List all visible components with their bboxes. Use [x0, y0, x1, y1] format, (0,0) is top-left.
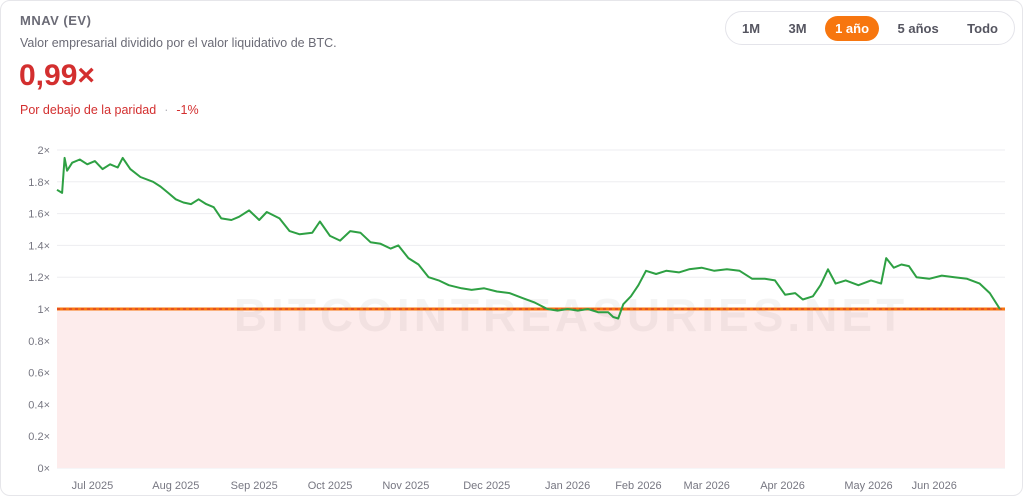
metric-subtitle: Valor empresarial dividido por el valor … [20, 36, 337, 50]
x-tick-label: Dec 2025 [463, 480, 510, 492]
parity-change: -1% [176, 103, 199, 117]
range-3m-button[interactable]: 3M [788, 20, 807, 36]
range-5y-button[interactable]: 5 años [897, 20, 939, 36]
y-axis: 0× 0.2× 0.4× 0.6× 0.8× 1× 1.2× 1.4× 1.6× 1.8× 2× [28, 145, 50, 475]
below-parity-zone [57, 309, 1005, 468]
x-tick-label: May 2026 [844, 480, 892, 492]
watermark: BITCOINTREASURIES.NET [234, 289, 908, 341]
y-tick-label: 1.4× [28, 240, 50, 252]
y-tick-label: 1.8× [28, 177, 50, 189]
y-tick-label: 0.2× [28, 431, 50, 443]
status-separator: · [164, 103, 169, 117]
y-tick-label: 0.4× [28, 399, 50, 411]
x-tick-label: Feb 2026 [615, 480, 661, 492]
parity-status: Por debajo de la paridad · -1% [20, 103, 199, 117]
parity-status-label: Por debajo de la paridad [20, 103, 157, 117]
y-tick-label: 0.6× [28, 368, 50, 380]
x-tick-label: Mar 2026 [683, 480, 729, 492]
x-tick-label: Aug 2025 [152, 480, 199, 492]
y-tick-label: 0.8× [28, 336, 50, 348]
x-tick-label: Sep 2025 [231, 480, 278, 492]
y-tick-label: 1.6× [28, 209, 50, 221]
x-tick-label: Jun 2026 [912, 480, 957, 492]
y-tick-label: 1.2× [28, 272, 50, 284]
range-1y-button[interactable]: 1 año [825, 15, 880, 41]
x-tick-label: Jan 2026 [545, 480, 590, 492]
y-tick-label: 1× [37, 304, 50, 316]
y-tick-label: 2× [37, 145, 50, 157]
metric-title: MNAV (EV) [20, 13, 92, 28]
mnav-line-chart: BITCOINTREASURIES.NET 0× 0.2× 0.4× 0.6× 0.8×… [28, 145, 1005, 492]
mnav-series-line [56, 156, 1001, 320]
current-value: 0,99× [19, 59, 95, 92]
x-tick-label: Nov 2025 [382, 480, 429, 492]
y-tick-label: 0× [37, 463, 50, 475]
x-tick-label: Apr 2026 [760, 480, 805, 492]
range-all-button[interactable]: Todo [967, 20, 998, 36]
x-tick-label: Jul 2025 [72, 480, 114, 492]
range-selector: 1M 3M 1 año 5 años Todo [725, 11, 1015, 45]
x-axis: Jul 2025 Aug 2025 Sep 2025 Oct 2025 Nov 2025… [72, 480, 957, 492]
range-1m-button[interactable]: 1M [742, 20, 761, 36]
x-tick-label: Oct 2025 [308, 480, 353, 492]
